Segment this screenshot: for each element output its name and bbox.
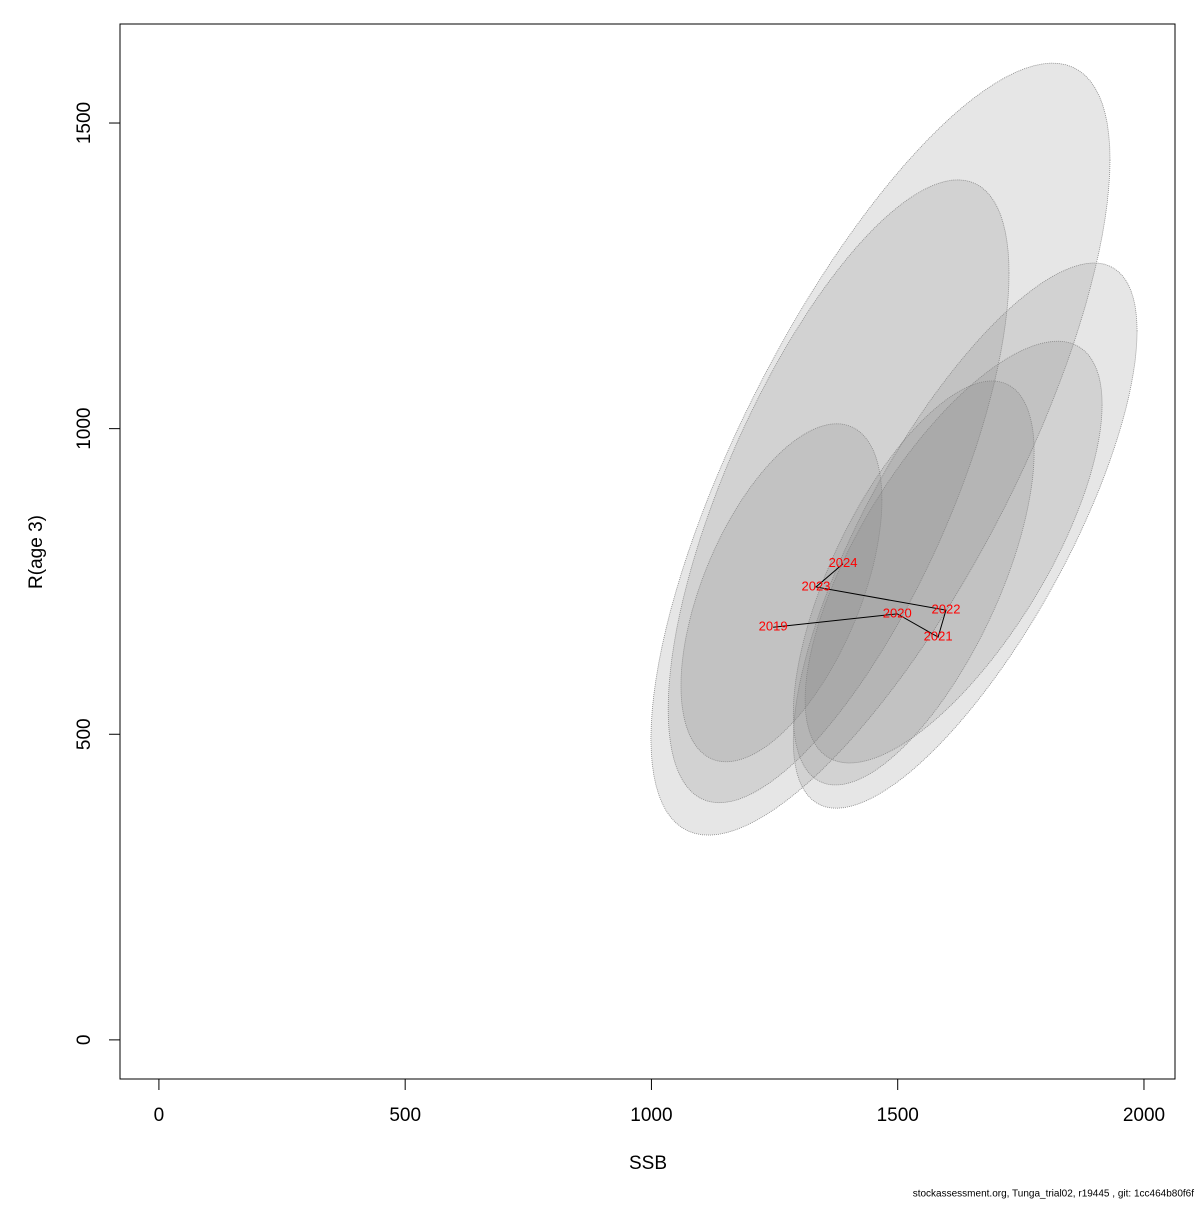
y-tick-label: 500 — [74, 718, 95, 750]
point-label: 2022 — [932, 602, 961, 617]
x-axis-label: SSB — [629, 1153, 667, 1174]
point-label: 2023 — [801, 578, 830, 593]
x-tick-label: 2000 — [1123, 1105, 1165, 1126]
y-tick-label: 1000 — [74, 408, 95, 450]
confidence-ellipse — [792, 262, 1138, 809]
confidence-ellipse — [792, 380, 1035, 786]
x-tick-label: 1000 — [630, 1105, 672, 1126]
point-label: 2024 — [829, 555, 858, 570]
confidence-ellipse — [680, 423, 883, 763]
confidence-ellipse — [667, 179, 1010, 804]
point-label: 2021 — [924, 629, 953, 644]
confidence-ellipse — [804, 340, 1103, 764]
point-label: 2020 — [883, 605, 912, 620]
x-tick-label: 500 — [389, 1105, 421, 1126]
point-label: 2019 — [759, 619, 788, 634]
x-tick-label: 1500 — [877, 1105, 919, 1126]
trajectory-line — [773, 563, 947, 638]
y-tick-label: 0 — [74, 1035, 95, 1046]
footer: stockassessment.org, Tunga_trial02, r194… — [913, 1189, 1195, 1200]
x-tick-label: 0 — [154, 1105, 165, 1126]
confidence-ellipse — [650, 62, 1111, 836]
y-axis-label: R(age 3) — [26, 515, 47, 589]
y-tick-label: 1500 — [74, 102, 95, 144]
